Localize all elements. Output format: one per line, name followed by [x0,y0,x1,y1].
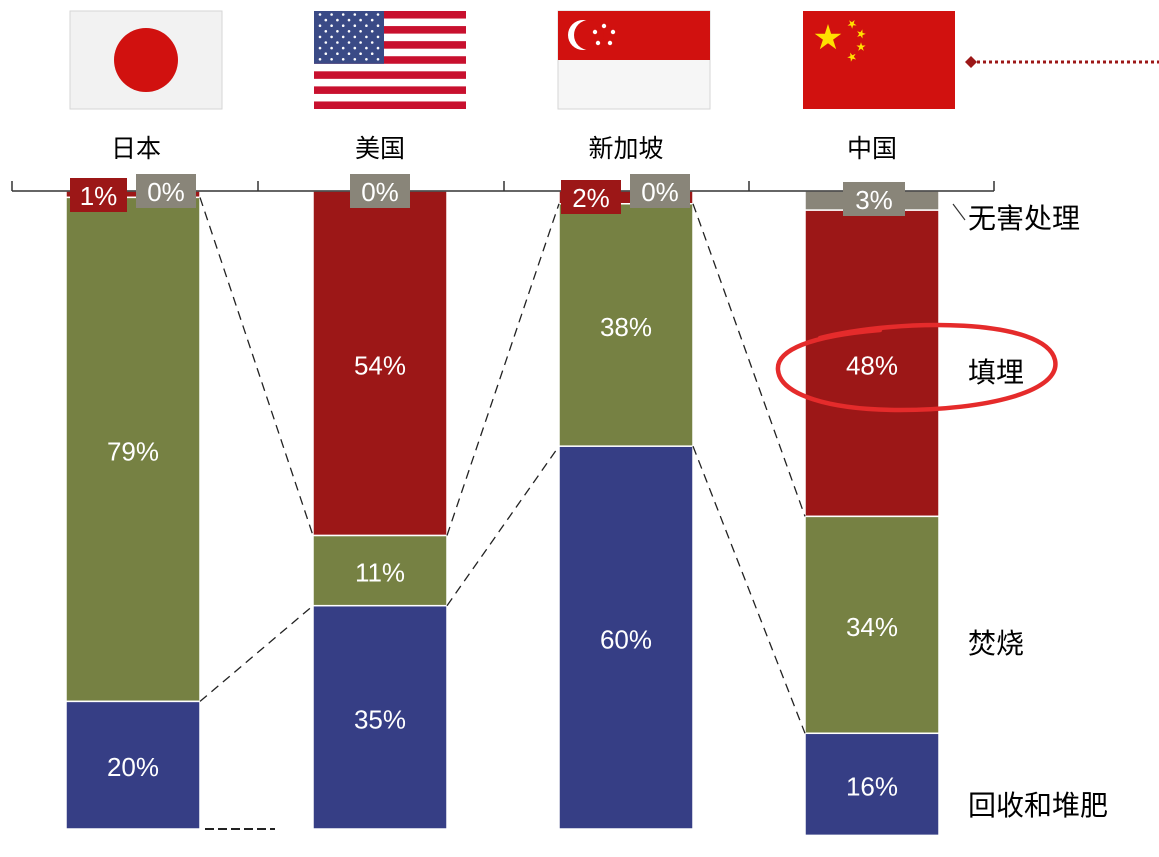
data-label-usa-landfill: 54% [354,350,406,380]
data-label-usa-incineration: 11% [355,558,405,588]
data-label-china-landfill: 48% [846,350,898,380]
bar-china-landfill [804,209,940,518]
category-label-china: 中国 [847,134,897,163]
bar-singapore-recycling [558,445,694,830]
svg-text:0%: 0% [641,177,679,207]
bar-singapore-incineration [558,203,694,447]
singapore-flag [557,10,711,110]
tag-singapore-harmless: 0% [630,174,690,208]
category-label-japan: 日本 [111,134,161,163]
tag-japan-harmless: 0% [136,174,196,208]
data-label-singapore-incineration: 38% [600,312,652,342]
data-label-singapore-recycling: 60% [600,625,652,655]
svg-text:0%: 0% [147,177,185,207]
top-tags: 1% 0% 0% 2% 0% 3% [70,174,905,216]
pointer-line [965,56,1159,68]
tag-china-harmless: 3% [843,182,905,216]
connector-lines [199,197,806,830]
bars: 20% 79% 35% 11% 54% 60% 38% 16% 34% 48% [65,190,940,837]
tag-singapore-landfill: 2% [561,180,621,214]
tag-japan-landfill: 1% [70,178,127,212]
bar-japan-recycling [65,700,201,830]
svg-text:1%: 1% [80,181,118,211]
category-label-usa: 美国 [355,134,405,163]
data-label-japan-recycling: 20% [107,752,159,782]
legend-leader-line [952,203,966,221]
data-label-china-incineration: 34% [846,612,898,642]
china-flag [803,11,955,109]
bar-usa-recycling [312,604,448,830]
tag-usa-harmless: 0% [350,174,410,208]
legend-label-harmless: 无害处理 [968,202,1080,235]
svg-text:2%: 2% [572,183,610,213]
highlight-ring [775,322,1058,413]
bar-japan-incineration [65,196,201,703]
data-label-usa-recycling: 35% [354,704,406,734]
usa-flag [314,11,466,109]
legend-label-landfill: 填埋 [968,356,1024,389]
bar-usa-incineration [312,534,448,607]
svg-text:3%: 3% [855,185,893,215]
japan-flag [69,10,223,110]
svg-text:0%: 0% [361,177,399,207]
data-label-china-recycling: 16% [846,771,898,801]
data-label-japan-incineration: 79% [107,436,159,466]
bar-china-recycling [804,732,940,837]
category-label-singapore: 新加坡 [588,134,663,163]
legend-label-incineration: 焚烧 [968,627,1024,660]
legend-label-recycling: 回收和堆肥 [968,789,1108,822]
